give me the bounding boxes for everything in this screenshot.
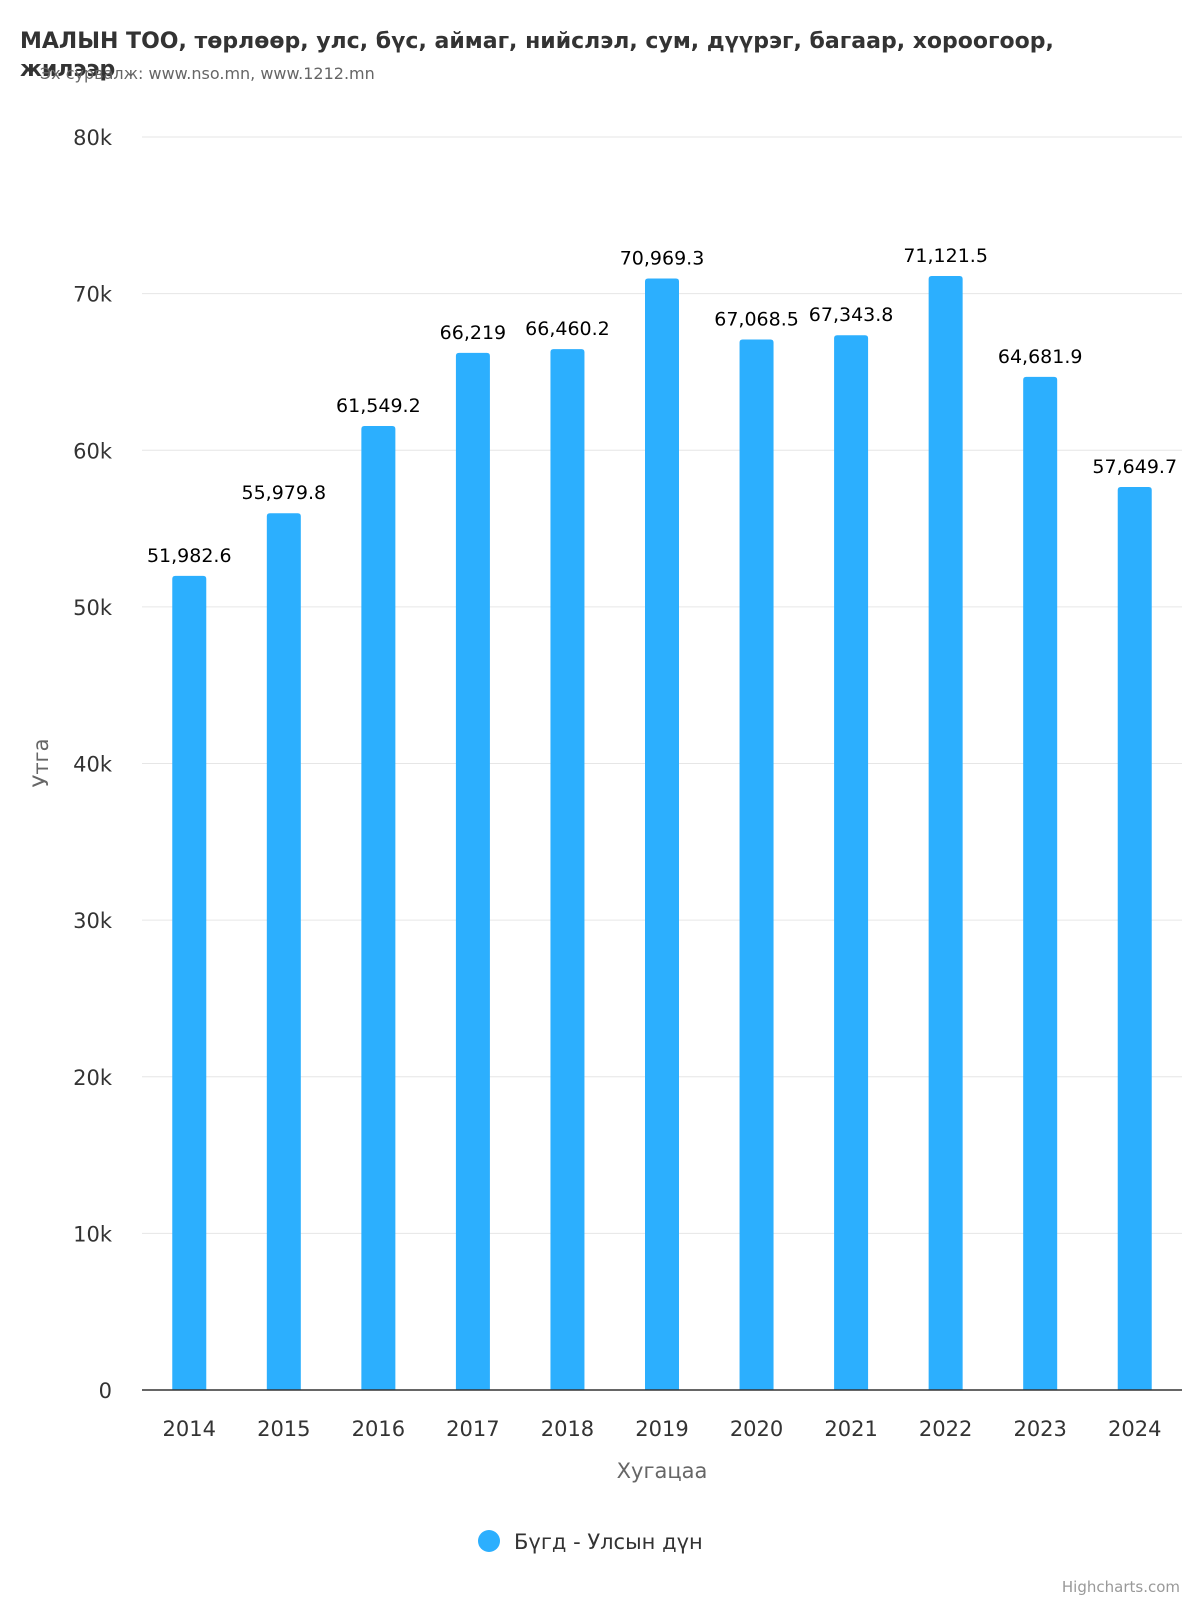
x-tick-label-2020: 2020 bbox=[730, 1417, 783, 1441]
y-tick-label: 50k bbox=[73, 596, 113, 620]
bar-2020[interactable] bbox=[739, 339, 774, 1391]
bar-2014[interactable] bbox=[172, 575, 207, 1390]
chart-title-line-2: жилээр bbox=[20, 57, 115, 82]
y-tick-label: 20k bbox=[73, 1066, 113, 1090]
data-label-2021: 67,343.8 bbox=[809, 304, 894, 326]
x-tick-label-2021: 2021 bbox=[824, 1417, 877, 1441]
data-label-2015: 55,979.8 bbox=[242, 482, 327, 504]
chart-subtitle: Эх сурвалж: www.nso.mn, www.1212.mn bbox=[40, 64, 375, 83]
x-tick-label-2016: 2016 bbox=[352, 1417, 405, 1441]
x-tick-label-2019: 2019 bbox=[635, 1417, 688, 1441]
x-axis-tick-labels: 2014 2015 2016 2017 2018 2019 2020 2021 2022 2023… bbox=[163, 1417, 1162, 1441]
data-label-2020: 67,068.5 bbox=[714, 309, 799, 331]
bar-2019[interactable] bbox=[645, 278, 679, 1390]
data-label-2018: 66,460.2 bbox=[525, 318, 610, 340]
bar-series bbox=[172, 276, 1152, 1391]
y-tick-label: 30k bbox=[73, 909, 113, 933]
legend-swatch-icon[interactable] bbox=[478, 1530, 500, 1552]
y-tick-label: 60k bbox=[73, 439, 113, 463]
credits-link[interactable]: Highcharts.com bbox=[1062, 1578, 1180, 1596]
y-tick-label: 10k bbox=[73, 1222, 113, 1246]
x-tick-label-2022: 2022 bbox=[919, 1417, 972, 1441]
bar-2021[interactable] bbox=[834, 335, 869, 1390]
x-tick-label-2018: 2018 bbox=[541, 1417, 594, 1441]
y-axis-tick-labels: 0 10k 20k 30k 40k 50k 60k 70k 80k bbox=[73, 126, 113, 1403]
data-label-2022: 71,121.5 bbox=[903, 245, 988, 267]
data-label-2023: 64,681.9 bbox=[998, 346, 1083, 368]
x-tick-label-2017: 2017 bbox=[446, 1417, 499, 1441]
data-label-2014: 51,982.6 bbox=[147, 545, 232, 567]
legend[interactable]: Бүгд - Улсын дүн bbox=[478, 1530, 703, 1554]
y-tick-label: 40k bbox=[73, 753, 113, 777]
x-axis-title: Хугацаа bbox=[617, 1459, 708, 1483]
bar-2024[interactable] bbox=[1117, 487, 1152, 1390]
x-tick-label-2024: 2024 bbox=[1108, 1417, 1161, 1441]
bar-2023[interactable] bbox=[1023, 376, 1058, 1390]
y-tick-label: 70k bbox=[73, 283, 113, 307]
bar-2016[interactable] bbox=[361, 425, 396, 1390]
bar-2015[interactable] bbox=[266, 513, 301, 1390]
bar-2017[interactable] bbox=[455, 352, 490, 1390]
data-label-2016: 61,549.2 bbox=[336, 395, 421, 417]
bar-2022[interactable] bbox=[928, 276, 963, 1390]
data-label-2017: 66,219 bbox=[440, 322, 506, 344]
chart-title-line-1: МАЛЫН ТОО, төрлөөр, улс, бүс, аймаг, ний… bbox=[20, 29, 1054, 54]
x-tick-label-2015: 2015 bbox=[257, 1417, 310, 1441]
data-label-2024: 57,649.7 bbox=[1092, 456, 1177, 478]
x-tick-label-2014: 2014 bbox=[163, 1417, 216, 1441]
data-labels: 51,982.6 55,979.8 61,549.2 66,219 66,460.2 70… bbox=[147, 245, 1177, 567]
y-tick-label: 80k bbox=[73, 126, 113, 150]
y-axis-title: Утга bbox=[29, 739, 53, 788]
y-tick-label: 0 bbox=[99, 1379, 112, 1403]
legend-item-label[interactable]: Бүгд - Улсын дүн bbox=[514, 1530, 703, 1554]
chart-title: МАЛЫН ТОО, төрлөөр, улс, бүс, аймаг, ний… bbox=[20, 29, 1062, 82]
bar-2018[interactable] bbox=[550, 349, 585, 1390]
x-tick-label-2023: 2023 bbox=[1013, 1417, 1066, 1441]
data-label-2019: 70,969.3 bbox=[620, 247, 705, 269]
